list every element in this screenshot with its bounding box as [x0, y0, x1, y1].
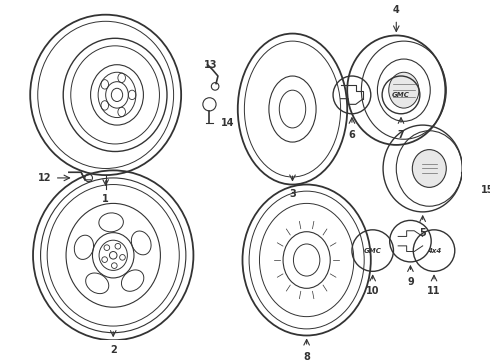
Text: GMC: GMC [364, 248, 382, 253]
Text: 4: 4 [393, 5, 400, 15]
Text: 13: 13 [204, 60, 217, 70]
Text: 2: 2 [110, 345, 117, 355]
Text: 14: 14 [221, 118, 234, 127]
Text: 5: 5 [419, 228, 426, 238]
Text: 15: 15 [481, 185, 490, 195]
Ellipse shape [412, 150, 446, 187]
Text: 8: 8 [303, 351, 310, 360]
Text: 11: 11 [427, 287, 441, 296]
Text: 10: 10 [366, 287, 379, 296]
Text: GMC: GMC [392, 92, 410, 98]
Text: 1: 1 [102, 194, 109, 204]
Text: 12: 12 [37, 173, 51, 183]
Text: 7: 7 [397, 130, 404, 140]
Text: 9: 9 [407, 277, 414, 287]
Ellipse shape [389, 72, 419, 108]
Text: 6: 6 [348, 130, 355, 140]
Text: 4x4: 4x4 [427, 248, 441, 253]
Text: 3: 3 [289, 189, 296, 199]
